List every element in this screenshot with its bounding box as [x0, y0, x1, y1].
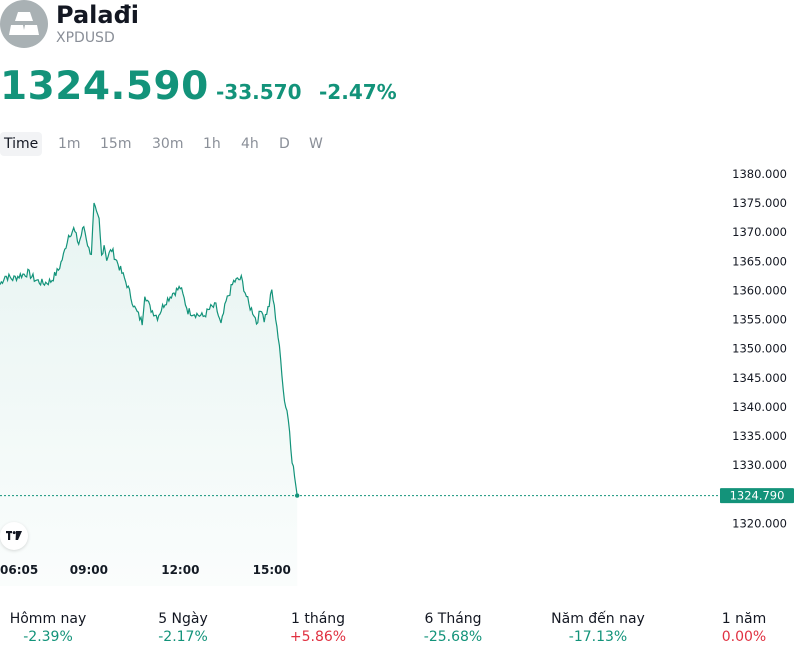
perf-value: -2.17%	[158, 629, 208, 645]
current-price-marker	[294, 493, 300, 498]
tab-1m[interactable]: 1m	[58, 136, 81, 152]
perf-value: +5.86%	[289, 629, 347, 645]
y-tick-label: 1330.000	[732, 458, 787, 472]
tab-1h[interactable]: 1h	[203, 136, 221, 152]
tradingview-logo-icon[interactable]	[0, 522, 28, 550]
perf-1-year[interactable]: 1 năm 0.00%	[704, 610, 784, 646]
quote-row: 1324.590 -33.570 -2.47%	[0, 62, 800, 112]
perf-ytd[interactable]: Năm đến nay -17.13%	[543, 610, 653, 646]
perf-label: 5 Ngày	[158, 611, 208, 627]
price-area	[0, 203, 298, 586]
perf-label: Năm đến nay	[551, 611, 645, 627]
svg-text:1324.790: 1324.790	[730, 489, 785, 503]
y-tick-label: 1320.000	[732, 517, 787, 531]
instrument-symbol: XPDUSD	[56, 30, 115, 46]
price-change-percent: -2.47%	[319, 80, 397, 104]
perf-label: 1 năm	[721, 611, 767, 627]
instrument-header: Palađi XPDUSD	[0, 0, 800, 60]
y-tick-label: 1375.000	[732, 196, 787, 210]
perf-label: Hômm nay	[9, 611, 87, 627]
y-tick-label: 1355.000	[732, 313, 787, 327]
perf-6-months[interactable]: 6 Tháng -25.68%	[408, 610, 498, 646]
interval-tabs: Time 1m 15m 30m 1h 4h D W	[0, 132, 400, 156]
tab-15m[interactable]: 15m	[100, 136, 132, 152]
y-tick-label: 1335.000	[732, 429, 787, 443]
price-line	[0, 202, 298, 496]
y-tick-label: 1365.000	[732, 254, 787, 268]
tab-w[interactable]: W	[309, 136, 323, 152]
price-chart[interactable]: 1380.000 1375.000 1370.000 1365.000 1360.000…	[0, 156, 800, 586]
y-tick-label: 1350.000	[732, 342, 787, 356]
y-tick-label: 1370.000	[732, 225, 787, 239]
y-tick-label: 1360.000	[732, 283, 787, 297]
y-tick-label: 1340.000	[732, 400, 787, 414]
last-price: 1324.590	[0, 64, 209, 109]
y-axis: 1380.000 1375.000 1370.000 1365.000 1360.000…	[732, 167, 787, 531]
instrument-title: Palađi	[56, 1, 139, 29]
tab-30m[interactable]: 30m	[152, 136, 184, 152]
perf-label: 1 tháng	[290, 611, 346, 627]
perf-value: 0.00%	[721, 629, 767, 645]
price-change: -33.570	[216, 80, 302, 104]
tab-time[interactable]: Time	[0, 132, 43, 156]
perf-1-month[interactable]: 1 tháng +5.86%	[278, 610, 358, 646]
perf-value: -17.13%	[568, 629, 628, 645]
perf-today[interactable]: Hômm nay -2.39%	[8, 610, 88, 646]
performance-strip: Hômm nay -2.39% 5 Ngày -2.17% 1 tháng +5…	[0, 610, 800, 650]
current-price-label: 1324.790	[720, 488, 794, 504]
y-tick-label: 1380.000	[732, 167, 787, 181]
tab-4h[interactable]: 4h	[241, 136, 259, 152]
perf-5-days[interactable]: 5 Ngày -2.17%	[143, 610, 223, 646]
palladium-bars-icon	[0, 0, 48, 48]
y-tick-label: 1345.000	[732, 371, 787, 385]
perf-value: -2.39%	[23, 629, 73, 645]
perf-value: -25.68%	[423, 629, 483, 645]
perf-label: 6 Tháng	[424, 611, 482, 627]
tab-d[interactable]: D	[279, 136, 290, 152]
